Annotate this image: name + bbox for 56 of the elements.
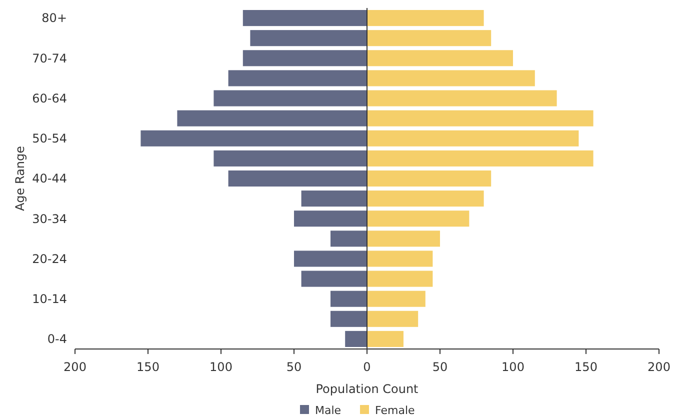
y-tick-label: 10-14 [32, 292, 67, 306]
x-tick-label: 50 [432, 360, 448, 374]
bar [367, 210, 470, 227]
bar [367, 110, 594, 126]
bar [250, 30, 367, 46]
x-tick-label: 100 [210, 360, 232, 374]
y-tick-label: 0-4 [47, 332, 67, 346]
bar [330, 310, 367, 327]
bar [367, 290, 426, 307]
bar [367, 70, 535, 86]
bar [367, 90, 557, 106]
bar [367, 250, 433, 267]
bar [367, 150, 594, 166]
x-tick-label: 150 [136, 360, 160, 374]
bar [214, 90, 367, 106]
bar [140, 130, 367, 146]
bar [228, 170, 367, 187]
bar [367, 10, 484, 26]
bar [367, 50, 513, 66]
bar [367, 330, 404, 347]
y-tick-label: 70-74 [32, 51, 67, 66]
bar [228, 70, 367, 86]
y-tick-label: 50-54 [32, 132, 67, 146]
bar [367, 230, 440, 247]
bar [294, 250, 367, 267]
bar [367, 310, 418, 327]
bar [294, 210, 367, 227]
bar [330, 290, 367, 307]
bar [345, 330, 367, 347]
x-tick-label: 100 [502, 360, 524, 374]
bar [301, 190, 367, 207]
x-tick-label: 200 [64, 360, 86, 374]
bar [177, 110, 367, 126]
y-tick-label: 60-64 [32, 91, 67, 106]
bar [214, 150, 367, 166]
x-tick-label: 200 [648, 360, 670, 374]
bar [367, 170, 492, 187]
y-tick-label: 20-24 [32, 252, 67, 266]
bar [367, 270, 433, 287]
bar [330, 230, 367, 247]
bar [242, 10, 367, 26]
bar [242, 50, 367, 66]
y-tick-label: 40-44 [32, 172, 67, 186]
legend-label: Female [375, 404, 416, 417]
x-tick-label: 50 [286, 360, 302, 374]
bar [367, 130, 579, 146]
x-tick-label: 0 [363, 360, 371, 374]
bar [367, 30, 492, 46]
x-tick-label: 150 [574, 360, 598, 374]
bar [301, 270, 367, 287]
y-tick-label: 30-34 [32, 212, 67, 226]
bar [367, 190, 484, 207]
x-axis-title: Population Count [316, 382, 419, 396]
legend-label: Male [315, 404, 342, 417]
y-axis-title: Age Range [13, 146, 27, 212]
y-tick-label: 80+ [42, 11, 67, 26]
